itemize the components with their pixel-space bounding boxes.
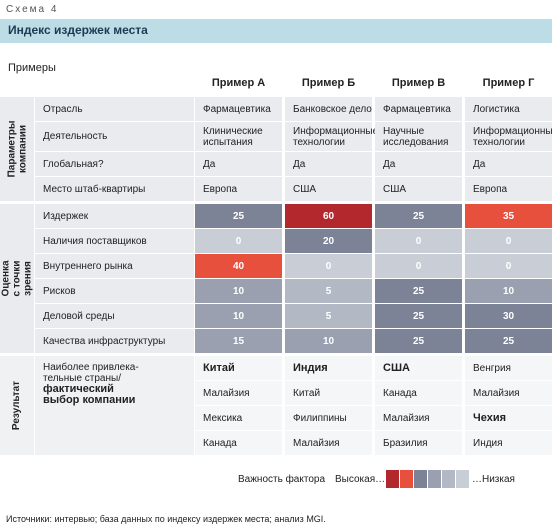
param-cell: Да <box>375 152 462 176</box>
score-cell: 5 <box>285 304 372 328</box>
param-cell: Банковское дело <box>285 97 372 121</box>
column-header: Пример Б <box>301 77 356 89</box>
score-cell: 10 <box>195 279 282 303</box>
row-label: Место штаб-квартиры <box>35 177 194 201</box>
result-cell: Малайзия <box>195 381 282 405</box>
score-cell: 10 <box>465 279 552 303</box>
param-cell: Фармацевтика <box>195 97 282 121</box>
legend-swatch <box>456 470 469 488</box>
param-cell: Да <box>465 152 552 176</box>
param-cell: Клинические испытания <box>195 122 282 151</box>
param-cell: Фармацевтика <box>375 97 462 121</box>
row-label: Деловой среды <box>35 304 194 328</box>
score-cell: 25 <box>375 204 462 228</box>
legend-swatch <box>386 470 399 488</box>
result-cell: Малайзия <box>465 381 552 405</box>
param-cell: Логистика <box>465 97 552 121</box>
result-cell: Канада <box>195 431 282 455</box>
legend-swatch <box>414 470 427 488</box>
row-label: Наличия поставщиков <box>35 229 194 253</box>
result-cell: Малайзия <box>285 431 372 455</box>
row-label: Издержек <box>35 204 194 228</box>
score-cell: 25 <box>195 204 282 228</box>
score-cell: 0 <box>375 229 462 253</box>
result-cell: Китай <box>195 356 282 380</box>
legend-title: Важность фактора <box>238 474 326 485</box>
score-cell: 0 <box>195 229 282 253</box>
param-cell: Европа <box>465 177 552 201</box>
legend-high: Высокая… <box>335 474 386 485</box>
score-cell: 5 <box>285 279 372 303</box>
source: Источники: интервью; база данных по инде… <box>6 514 326 524</box>
result-cell: Венгрия <box>465 356 552 380</box>
column-header: Пример Г <box>482 77 535 89</box>
section-label-text: Оценка с точки зрения <box>0 260 34 297</box>
result-cell: Индия <box>465 431 552 455</box>
result-cell: Чехия <box>465 406 552 430</box>
score-cell: 15 <box>195 329 282 353</box>
score-cell: 35 <box>465 204 552 228</box>
score-cell: 10 <box>195 304 282 328</box>
score-cell: 10 <box>285 329 372 353</box>
row-label: Рисков <box>35 279 194 303</box>
score-cell: 25 <box>465 329 552 353</box>
result-cell: Канада <box>375 381 462 405</box>
score-cell: 40 <box>195 254 282 278</box>
result-cell: Филиппины <box>285 406 372 430</box>
param-cell: Информационные технологии <box>285 122 378 151</box>
section-label: Параметры компании <box>0 97 34 201</box>
result-cell: Мексика <box>195 406 282 430</box>
score-cell: 0 <box>465 254 552 278</box>
figure-label: Схема 4 <box>6 4 59 15</box>
score-cell: 20 <box>285 229 372 253</box>
section-label-text: Параметры компании <box>6 120 29 178</box>
param-cell: Да <box>285 152 372 176</box>
score-cell: 25 <box>375 329 462 353</box>
score-cell: 0 <box>375 254 462 278</box>
column-header: Пример В <box>391 77 446 89</box>
results-label: Наиболее привлека- тельные страны/фактич… <box>35 356 194 455</box>
result-cell: Бразилия <box>375 431 462 455</box>
param-cell: США <box>285 177 372 201</box>
score-cell: 30 <box>465 304 552 328</box>
title: Индекс издержек места <box>8 23 148 37</box>
score-cell: 0 <box>465 229 552 253</box>
result-cell: Китай <box>285 381 372 405</box>
score-cell: 60 <box>285 204 372 228</box>
row-label: Деятельность <box>35 122 194 151</box>
column-header: Пример А <box>211 77 266 89</box>
result-cell: США <box>375 356 462 380</box>
param-cell: США <box>375 177 462 201</box>
result-cell: Малайзия <box>375 406 462 430</box>
result-cell: Индия <box>285 356 372 380</box>
row-label: Внутреннего рынка <box>35 254 194 278</box>
score-cell: 0 <box>285 254 372 278</box>
score-cell: 25 <box>375 279 462 303</box>
score-cell: 25 <box>375 304 462 328</box>
legend-swatch <box>442 470 455 488</box>
results-label-text: Наиболее привлека- тельные страны/ <box>43 362 139 384</box>
results-label-bold: фактический выбор компании <box>43 383 136 406</box>
subtitle: Примеры <box>8 62 56 74</box>
param-cell: Да <box>195 152 282 176</box>
section-label: Результат <box>0 356 34 455</box>
param-cell: Научные исследования <box>375 122 462 151</box>
param-cell: Европа <box>195 177 282 201</box>
title-bar <box>0 19 552 43</box>
row-label: Отрасль <box>35 97 194 121</box>
section-label-text: Результат <box>11 380 23 431</box>
section-label: Оценка с точки зрения <box>0 204 34 353</box>
legend-swatch <box>400 470 413 488</box>
row-label: Качества инфраструктуры <box>35 329 194 353</box>
legend-swatch <box>428 470 441 488</box>
legend-low: …Низкая <box>472 474 515 485</box>
row-label: Глобальная? <box>35 152 194 176</box>
param-cell: Информационные технологии <box>465 122 552 151</box>
